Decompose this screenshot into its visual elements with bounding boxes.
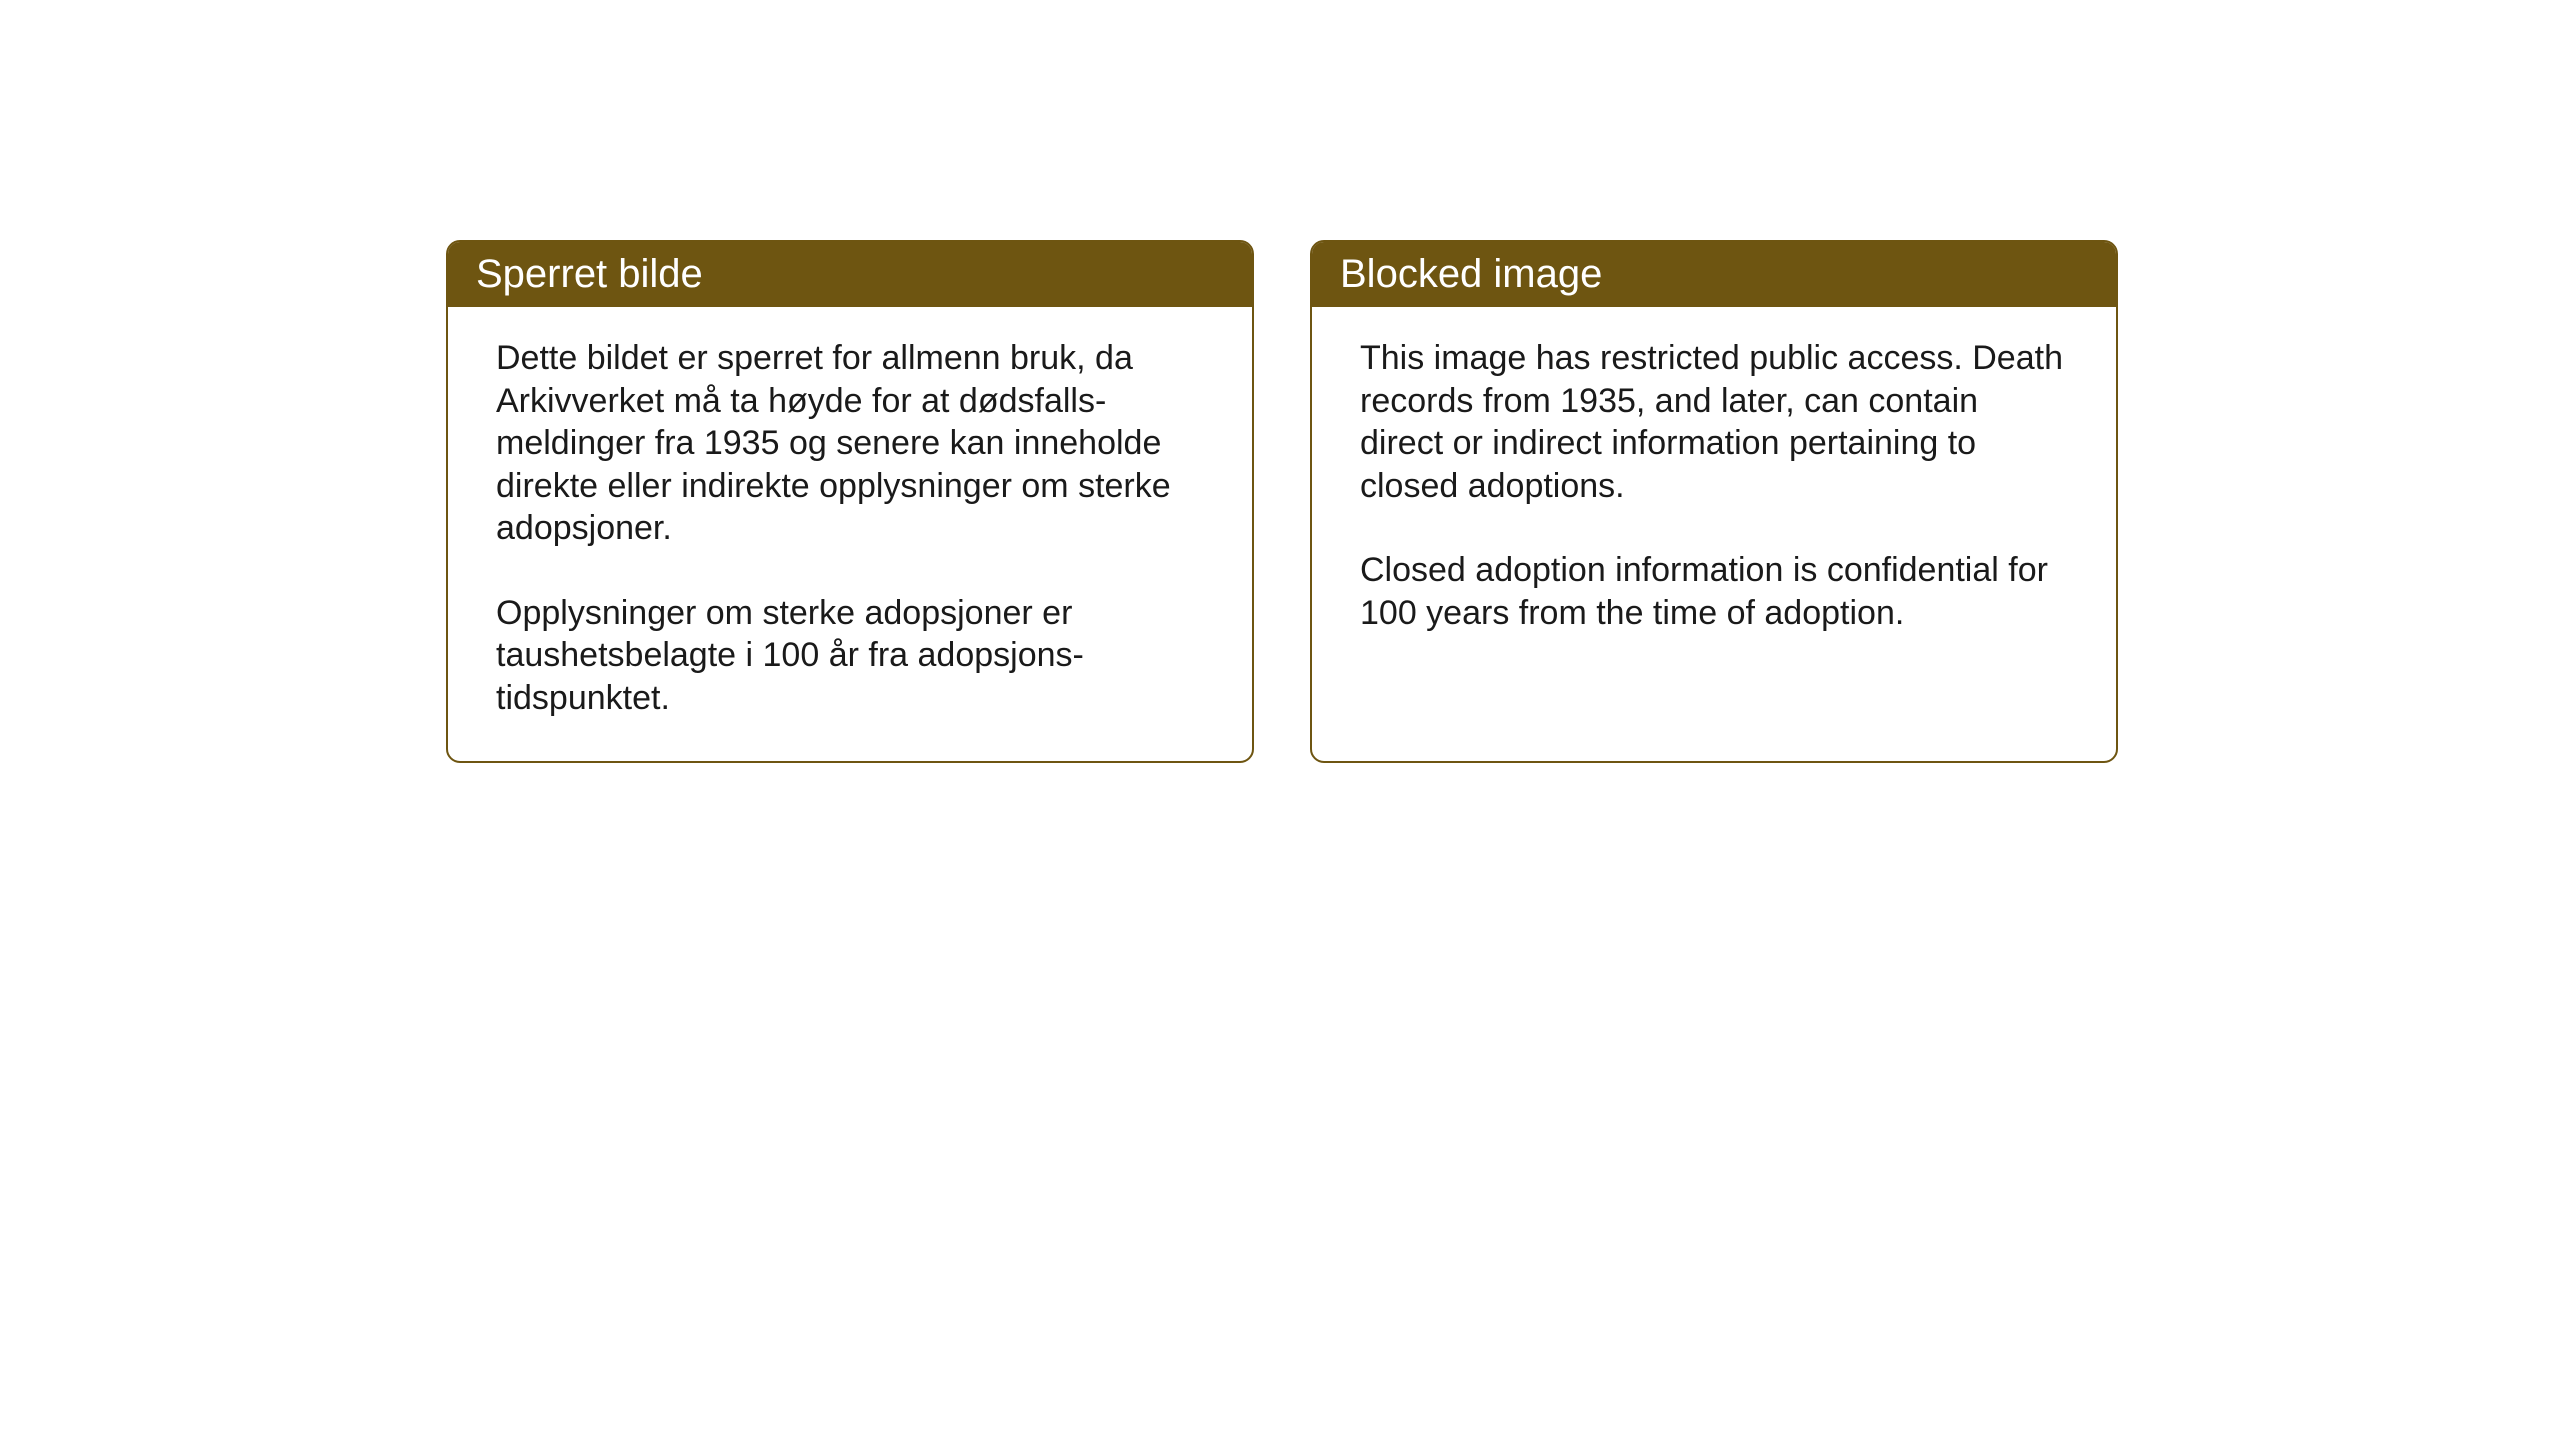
norwegian-notice-body: Dette bildet er sperret for allmenn bruk… xyxy=(448,307,1252,761)
norwegian-paragraph-2: Opplysninger om sterke adopsjoner er tau… xyxy=(496,592,1204,720)
english-paragraph-2: Closed adoption information is confident… xyxy=(1360,549,2068,634)
english-notice-body: This image has restricted public access.… xyxy=(1312,307,2116,676)
norwegian-paragraph-1: Dette bildet er sperret for allmenn bruk… xyxy=(496,337,1204,550)
norwegian-notice-title: Sperret bilde xyxy=(448,242,1252,307)
norwegian-notice-box: Sperret bilde Dette bildet er sperret fo… xyxy=(446,240,1254,763)
english-paragraph-1: This image has restricted public access.… xyxy=(1360,337,2068,507)
english-notice-title: Blocked image xyxy=(1312,242,2116,307)
english-notice-box: Blocked image This image has restricted … xyxy=(1310,240,2118,763)
notice-container: Sperret bilde Dette bildet er sperret fo… xyxy=(446,240,2118,763)
